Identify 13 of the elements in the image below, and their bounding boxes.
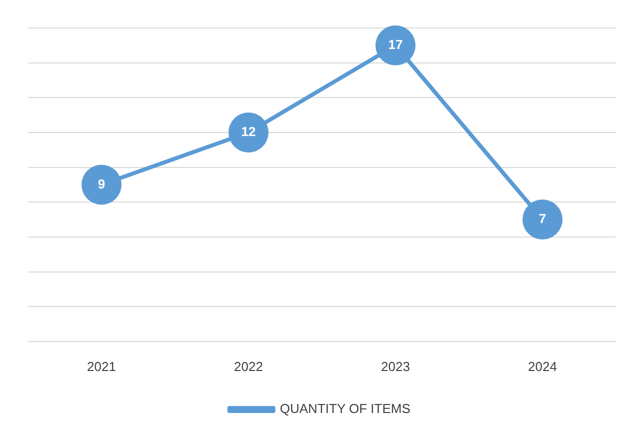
- data-label: 9: [98, 176, 106, 192]
- x-tick-label: 2024: [528, 358, 557, 374]
- x-tick-label: 2022: [234, 358, 263, 374]
- point: [522, 200, 562, 240]
- point: [82, 164, 122, 205]
- data-label: 7: [538, 211, 546, 226]
- x-tick-label: 2023: [381, 358, 410, 374]
- x-tick-label: 2021: [87, 358, 116, 374]
- legend-label: QUANTITY OF ITEMS: [280, 401, 411, 416]
- point: [228, 112, 268, 152]
- data-label: 12: [241, 124, 256, 140]
- data-label: 17: [388, 36, 403, 52]
- point: [376, 25, 416, 66]
